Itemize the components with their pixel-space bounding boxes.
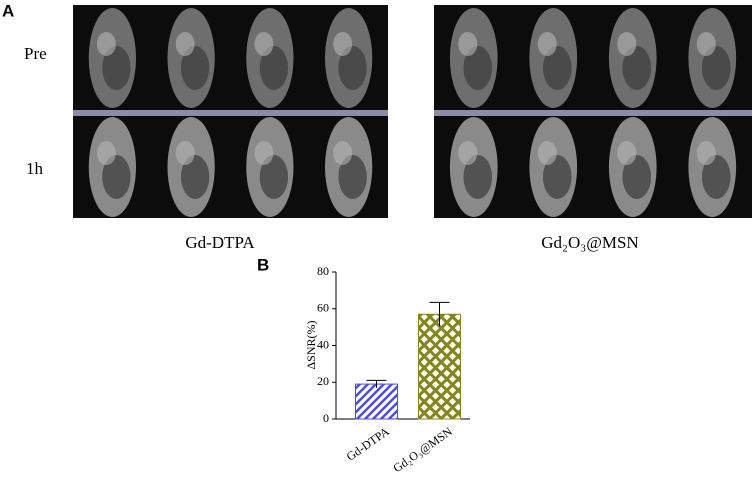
- y-tick-label: 40: [317, 337, 329, 351]
- organ: [254, 32, 274, 56]
- error-bar: [366, 379, 387, 388]
- organ: [537, 141, 557, 165]
- organ: [622, 155, 652, 199]
- organ: [259, 46, 289, 90]
- organ: [542, 155, 572, 199]
- organ: [259, 155, 289, 199]
- bar: [355, 383, 398, 420]
- organ: [102, 155, 131, 199]
- panel-label: B: [257, 255, 269, 274]
- organ: [180, 155, 210, 199]
- row-label: Pre: [24, 44, 47, 63]
- row-label: 1h: [26, 159, 44, 178]
- organ: [175, 141, 195, 165]
- bar: [418, 313, 461, 420]
- panel-label: A: [2, 1, 14, 20]
- organ: [458, 32, 478, 56]
- x-tick-label: Gd-DTPA: [344, 424, 392, 464]
- organ: [338, 155, 367, 199]
- organ: [701, 155, 731, 199]
- x-tick-label: Gd₂O₃@MSN: [390, 424, 455, 475]
- organ: [463, 155, 493, 199]
- organ: [542, 46, 572, 90]
- group-label: Gd-DTPA: [185, 233, 255, 252]
- y-tick-label: 20: [317, 374, 329, 388]
- organ: [180, 46, 210, 90]
- y-tick-label: 80: [317, 264, 329, 278]
- y-axis-label: ΔSNR(%): [304, 320, 318, 369]
- organ: [175, 32, 195, 56]
- organ: [254, 141, 274, 165]
- organ: [458, 141, 478, 165]
- divider: [73, 110, 388, 116]
- error-bar: [429, 301, 450, 327]
- organ: [617, 32, 637, 56]
- divider: [434, 110, 752, 116]
- organ: [617, 141, 637, 165]
- organ: [701, 46, 731, 90]
- organ: [102, 46, 131, 90]
- organ: [333, 32, 353, 56]
- organ: [96, 32, 116, 56]
- y-tick-label: 0: [323, 411, 329, 425]
- organ: [696, 32, 716, 56]
- y-tick-label: 60: [317, 301, 329, 315]
- organ: [96, 141, 116, 165]
- group-label: Gd₂O₃@MSN: [541, 233, 638, 252]
- organ: [537, 32, 557, 56]
- organ: [338, 46, 367, 90]
- organ: [463, 46, 493, 90]
- organ: [696, 141, 716, 165]
- organ: [622, 46, 652, 90]
- organ: [333, 141, 353, 165]
